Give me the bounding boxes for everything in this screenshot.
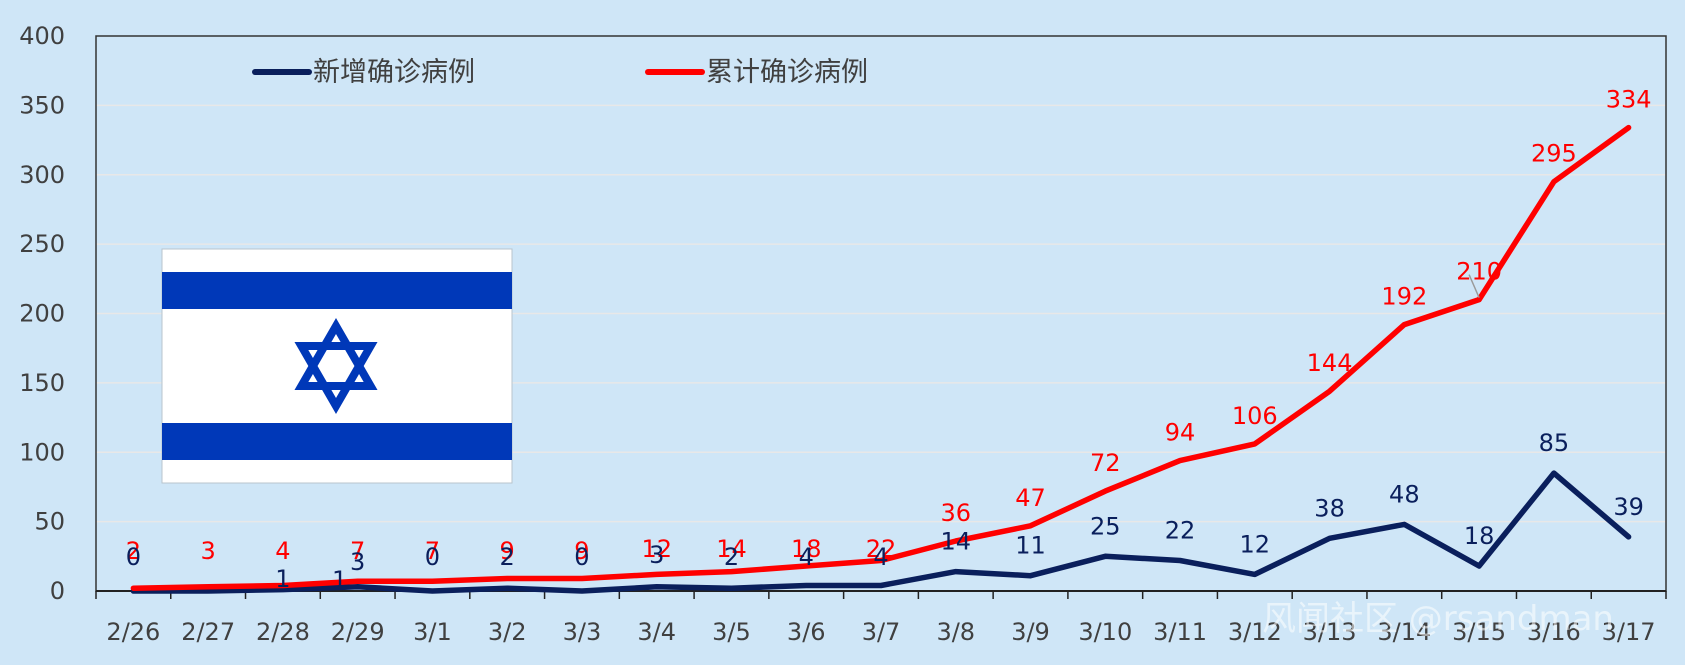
x-tick-label: 3/8 — [936, 618, 975, 646]
data-label-cumulative: 7 — [425, 537, 440, 565]
x-tick-label: 3/10 — [1078, 618, 1132, 646]
legend-label-new-cases: 新增确诊病例 — [313, 57, 475, 88]
x-tick-label: 3/2 — [488, 618, 527, 646]
x-tick-label: 3/9 — [1011, 618, 1050, 646]
x-tick-label: 2/28 — [256, 618, 310, 646]
label-leader-line — [1468, 274, 1480, 298]
x-tick-label: 3/3 — [563, 618, 602, 646]
x-tick-label: 3/13 — [1303, 618, 1357, 646]
data-label-new: 25 — [1090, 512, 1121, 540]
x-tick-label: 2/27 — [181, 618, 235, 646]
x-tick-label: 2/29 — [331, 618, 385, 646]
data-label-new-extra: 1 — [332, 566, 347, 594]
series-line-cumulative — [130, 124, 1632, 591]
data-label-cumulative: 334 — [1606, 86, 1652, 114]
star-of-david-up — [294, 317, 378, 390]
x-tick-label: 3/5 — [712, 618, 751, 646]
x-tick-label: 3/17 — [1602, 618, 1656, 646]
data-label-new: 38 — [1314, 494, 1345, 522]
data-label-cumulative: 72 — [1090, 449, 1121, 477]
data-label-new: 3 — [649, 541, 664, 569]
x-tick-label: 3/1 — [413, 618, 452, 646]
data-label-new: 14 — [940, 528, 971, 556]
data-label-cumulative: 106 — [1232, 402, 1278, 430]
data-label-cumulative: 2 — [126, 537, 141, 565]
data-label-new: 11 — [1015, 532, 1046, 560]
data-label-cumulative: 36 — [940, 499, 971, 527]
x-tick-label: 3/7 — [862, 618, 901, 646]
x-tick-label: 3/14 — [1377, 618, 1431, 646]
x-tick-label: 3/16 — [1527, 618, 1581, 646]
data-label-new: 2 — [500, 543, 515, 571]
y-tick-label: 150 — [19, 369, 65, 397]
data-label-cumulative: 144 — [1307, 349, 1353, 377]
flag-bottom-stripe — [162, 423, 512, 460]
israel-flag-image — [161, 248, 513, 484]
data-label-cumulative: 7 — [350, 537, 365, 565]
legend-label-cumulative: 累计确诊病例 — [706, 57, 868, 88]
data-label-new: 2 — [724, 543, 739, 571]
data-label-new: 0 — [425, 543, 440, 571]
y-tick-label: 0 — [50, 577, 65, 605]
data-label-cumulative: 4 — [275, 537, 290, 565]
data-label-new: 1 — [275, 565, 290, 593]
data-label-cumulative: 210 — [1456, 258, 1502, 286]
series-lines — [130, 124, 1632, 594]
data-label-cumulative: 9 — [574, 537, 589, 565]
data-label-new: 4 — [873, 543, 888, 571]
data-labels: 2 3 4 7 7 9 9 12 14 18 223647729410614419221029533… — [126, 86, 1652, 594]
y-tick-label: 350 — [19, 91, 65, 119]
y-tick-label: 250 — [19, 230, 65, 258]
y-tick-label: 100 — [19, 438, 65, 466]
x-tick-label: 3/12 — [1228, 618, 1282, 646]
data-label-new: 12 — [1240, 530, 1271, 558]
data-label-cumulative: 192 — [1381, 283, 1427, 311]
y-tick-label: 200 — [19, 300, 65, 328]
x-tick-label: 2/26 — [106, 618, 160, 646]
watermark: 风闻社区 @rsandman — [1262, 599, 1614, 639]
data-label-cumulative: 94 — [1165, 419, 1196, 447]
x-tick-label: 3/6 — [787, 618, 826, 646]
data-label-cumulative: 47 — [1015, 484, 1046, 512]
data-label-cumulative: 295 — [1531, 140, 1577, 168]
data-label-cumulative: 14 — [716, 535, 747, 563]
x-tick-label: 3/4 — [637, 618, 676, 646]
data-label-cumulative: 3 — [201, 537, 216, 565]
x-tick-label: 3/11 — [1153, 618, 1207, 646]
data-label-new: 85 — [1539, 429, 1570, 457]
series-line-new-cases — [130, 470, 1632, 594]
x-tick-label: 3/15 — [1452, 618, 1506, 646]
data-label-new: 0 — [126, 543, 141, 571]
y-tick-label: 300 — [19, 161, 65, 189]
data-label-new: 48 — [1389, 480, 1420, 508]
data-label-cumulative: 22 — [866, 535, 897, 563]
data-label-new: 4 — [799, 543, 814, 571]
data-label-cumulative: 9 — [500, 537, 515, 565]
y-tick-label: 50 — [34, 508, 65, 536]
data-label-new: 39 — [1613, 493, 1644, 521]
data-label-new: 0 — [574, 543, 589, 571]
y-tick-label: 400 — [19, 22, 65, 50]
data-label-new: 22 — [1165, 516, 1196, 544]
axes — [95, 35, 1667, 599]
data-label-cumulative: 18 — [791, 535, 822, 563]
y-tick-labels: 0 50 100 150 200 250 300 350 400 — [19, 22, 65, 605]
x-tick-labels: 2/26 2/27 2/28 2/29 3/1 3/2 3/3 3/4 3/5 3/6 3/7 3/8… — [106, 618, 1655, 646]
data-label-new: 18 — [1464, 522, 1495, 550]
legend: 新增确诊病例 累计确诊病例 — [252, 57, 868, 88]
data-label-new: 3 — [350, 548, 365, 576]
flag-top-stripe — [162, 272, 512, 309]
star-of-david-down — [294, 342, 378, 415]
data-label-cumulative: 12 — [641, 535, 672, 563]
